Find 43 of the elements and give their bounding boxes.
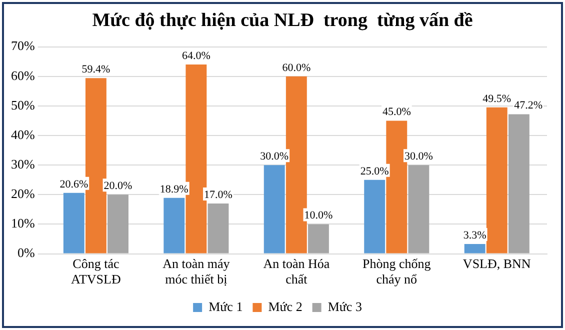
bar bbox=[108, 194, 128, 254]
data-label: 64.0% bbox=[182, 50, 210, 62]
bar bbox=[63, 192, 84, 254]
data-label: 10.0% bbox=[304, 210, 333, 222]
bar bbox=[508, 114, 530, 254]
legend-label: Mức 3 bbox=[328, 298, 362, 314]
bar bbox=[464, 244, 486, 254]
bar bbox=[208, 204, 229, 254]
bar bbox=[408, 165, 430, 254]
x-tick-label: Phòng chống cháy nổ bbox=[362, 256, 432, 287]
data-label: 59.4% bbox=[82, 64, 110, 76]
data-label: 25.0% bbox=[360, 165, 389, 178]
bar bbox=[308, 224, 329, 254]
data-label: 49.5% bbox=[482, 92, 512, 105]
bar bbox=[264, 165, 285, 254]
data-label: 3.3% bbox=[463, 229, 486, 242]
data-label: 60.0% bbox=[282, 62, 311, 74]
x-tick-label: Công tác ATVSLĐ bbox=[71, 256, 121, 287]
bar bbox=[486, 107, 508, 254]
data-label: 47.2% bbox=[514, 100, 543, 112]
y-tick-label: 30% bbox=[10, 156, 35, 172]
data-label: 17.0% bbox=[204, 188, 232, 201]
x-tick-label: An toàn Hóa chất bbox=[263, 256, 330, 287]
data-label: 30.0% bbox=[260, 150, 289, 162]
y-tick-label: 0% bbox=[17, 245, 35, 260]
y-tick-label: 20% bbox=[10, 186, 35, 202]
legend-label: Mức 2 bbox=[268, 298, 302, 314]
chart-title: Mức độ thực hiện của NLĐ trong từng vấn đề bbox=[91, 10, 474, 33]
data-label: 20.0% bbox=[104, 180, 132, 192]
bar bbox=[164, 198, 185, 254]
y-tick-label: 10% bbox=[10, 216, 35, 231]
data-label: 45.0% bbox=[382, 106, 411, 118]
x-tick-label: An toàn máy móc thiết bị bbox=[162, 256, 230, 287]
y-tick-label: 70% bbox=[10, 38, 35, 54]
data-label: 30.0% bbox=[404, 150, 433, 162]
data-label: 20.6% bbox=[60, 178, 88, 190]
x-tick-label: VSLĐ, BNN bbox=[462, 256, 532, 272]
y-tick-label: 60% bbox=[10, 68, 35, 83]
legend-label: Mức 1 bbox=[208, 298, 243, 314]
y-tick-label: 40% bbox=[10, 126, 35, 142]
y-tick-label: 50% bbox=[10, 97, 35, 112]
data-label: 18.9% bbox=[160, 183, 188, 196]
bar bbox=[364, 180, 386, 254]
